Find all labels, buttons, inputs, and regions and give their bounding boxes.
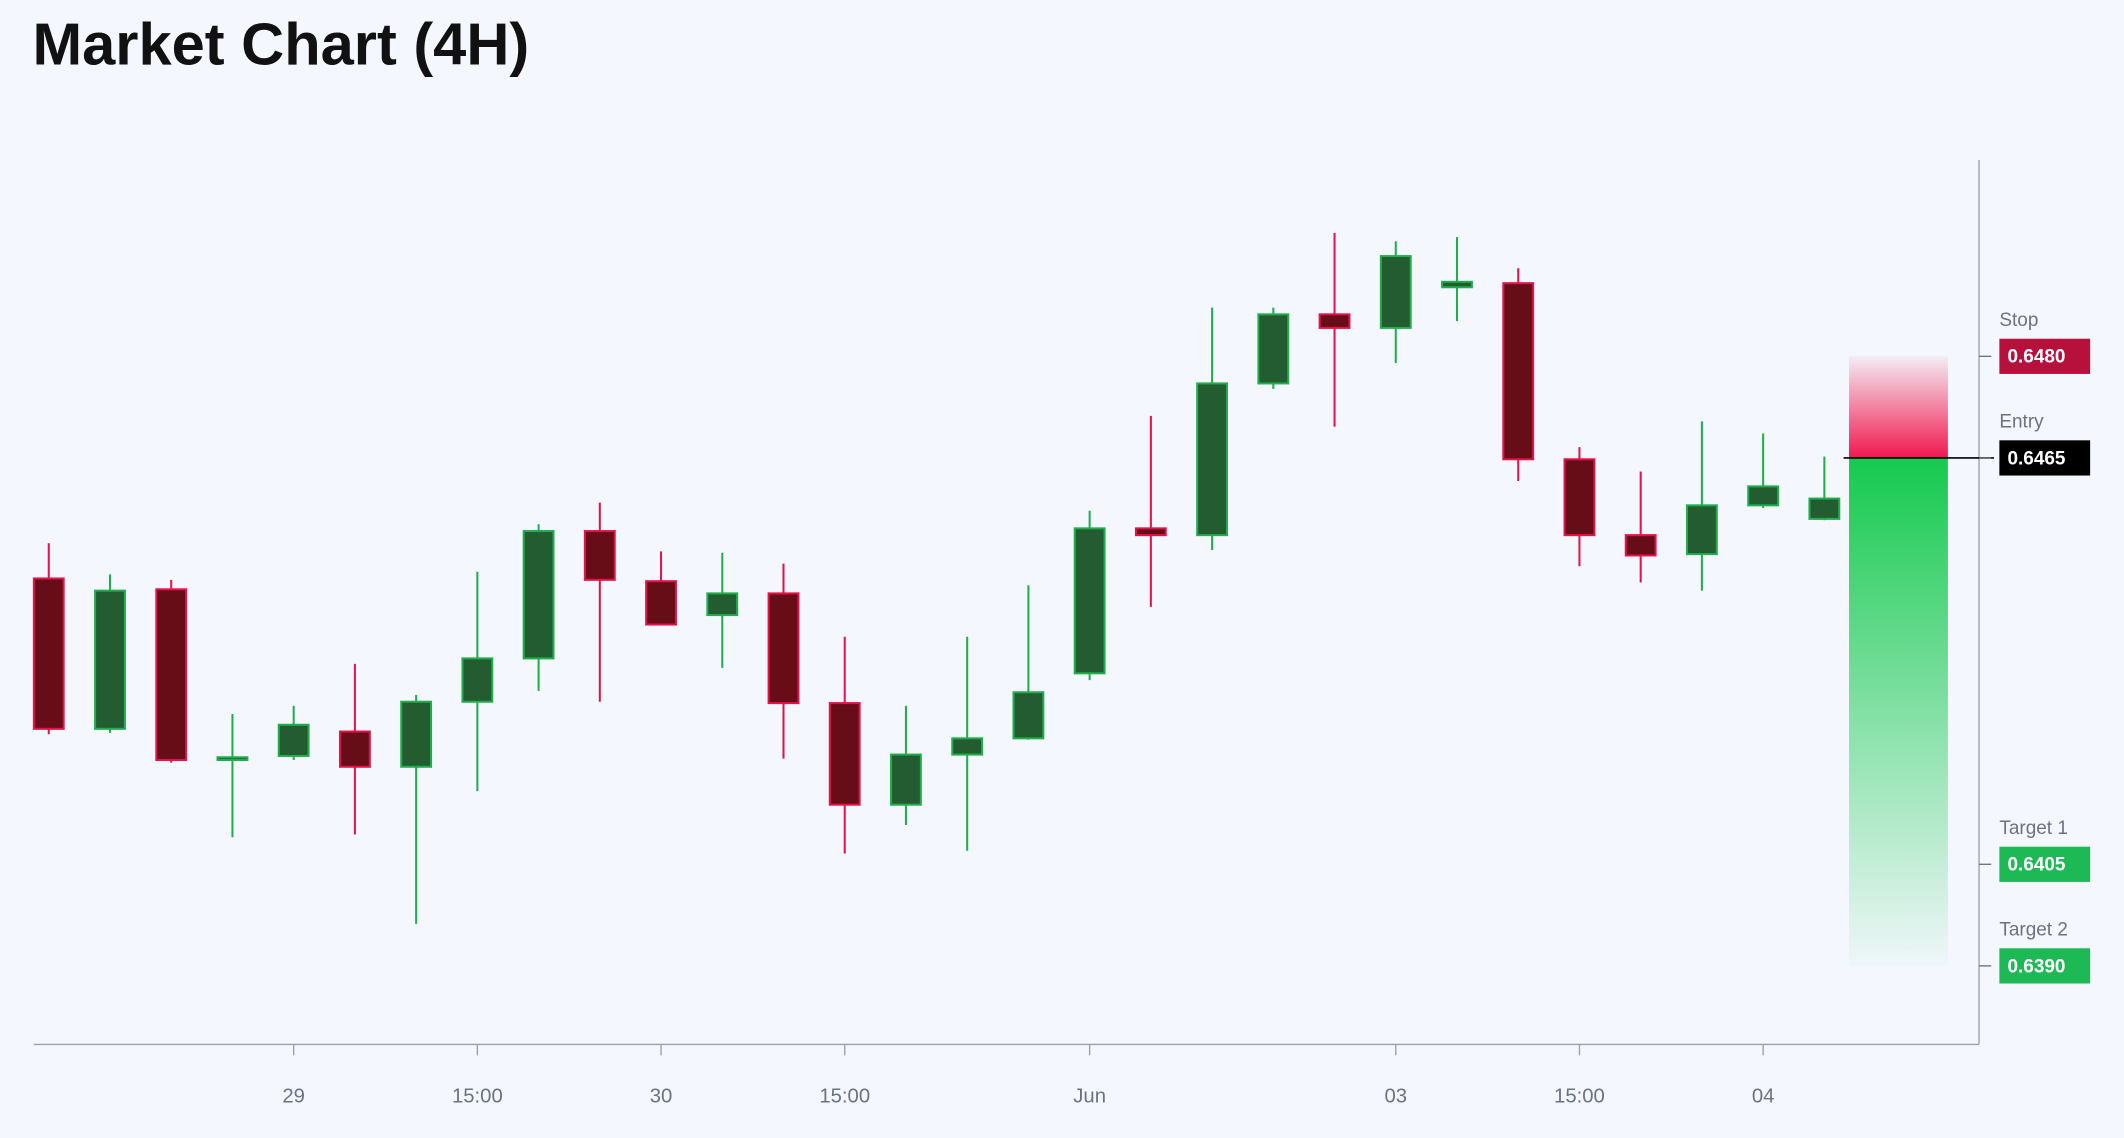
candle-body [1318,313,1351,329]
candle-body [1196,382,1229,537]
candle-body [1134,527,1167,537]
candle-body [155,588,188,762]
candle-body [951,737,984,756]
candle-body [216,756,249,762]
candle-body [522,530,555,660]
candle-body [1502,282,1535,461]
candle-body [461,657,494,703]
candle-body [1808,497,1841,520]
x-tick-label: 30 [650,1086,673,1108]
candle-body [400,700,433,768]
x-tick-label: Jun [1073,1086,1106,1108]
candle-body [645,580,677,626]
level-name: Entry [1999,412,2044,433]
candle-body [1073,527,1106,675]
level-name: Target 2 [1999,920,2067,941]
level-label: 0.6480 [2008,347,2066,368]
candle-body [1379,255,1412,329]
level-box [1999,440,2091,476]
candle-body [583,530,616,581]
stop-zone [1849,356,1948,458]
candle-body [1624,534,1657,557]
chart-title: Market Chart (4H) [33,11,530,78]
level-label: 0.6465 [2008,448,2066,469]
candle-body [1747,485,1780,507]
target-zone [1849,457,1948,966]
level-name: Target 1 [1999,818,2067,839]
candle-body [94,589,126,730]
candle-body [277,723,310,757]
level-label: 0.6405 [2008,855,2066,876]
x-tick-label: 29 [282,1086,305,1108]
candle-body [1441,280,1473,289]
candle-body [828,702,861,806]
level-name: Stop [1999,310,2038,331]
x-tick-label: 15:00 [819,1086,870,1108]
x-tick-label: 03 [1384,1086,1407,1108]
candle-body [1257,313,1290,385]
level-label: 0.6390 [2008,956,2066,977]
candle-body [706,592,739,617]
candle-body [890,753,922,806]
candle-body [1563,458,1596,537]
x-tick-label: 15:00 [1554,1086,1605,1108]
x-tick-label: 04 [1752,1086,1775,1108]
level-box [1999,948,2091,984]
level-box [1999,338,2091,374]
candle-body [32,577,65,730]
candle-body [1685,504,1718,556]
candle-body [767,592,800,705]
candle-body [1012,691,1045,740]
level-box [1999,846,2091,882]
x-tick-label: 15:00 [452,1086,503,1108]
candle-body [338,730,371,768]
